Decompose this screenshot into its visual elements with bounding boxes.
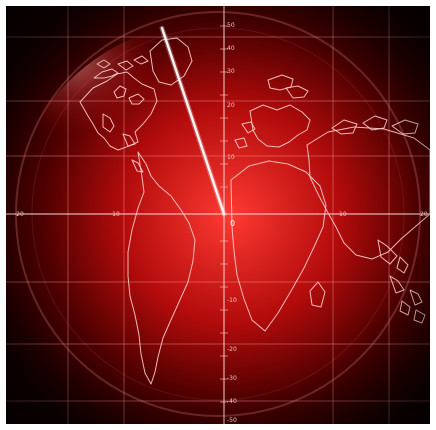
y-label-10: 10 [227, 154, 235, 161]
radar-svg: 50 40 30 20 10 -10 -20 -30 -40 -50 -20 -… [6, 6, 430, 424]
axis-labels: 50 40 30 20 10 -10 -20 -30 -40 -50 -20 -… [14, 22, 428, 424]
y-label-minus-20: -20 [227, 346, 237, 353]
y-label-20: 20 [227, 102, 235, 109]
y-label-minus-50: -50 [227, 417, 237, 424]
x-label-10: 10 [339, 211, 347, 218]
x-label-minus-20: -20 [14, 211, 24, 218]
y-label-minus-40: -40 [227, 398, 237, 405]
x-label-20: 20 [420, 211, 428, 218]
y-label-minus-10: -10 [227, 297, 237, 304]
origin-label: 0 [230, 219, 235, 228]
x-label-minus-10: -10 [110, 211, 120, 218]
y-label-40: 40 [227, 45, 235, 52]
y-label-minus-30: -30 [227, 375, 237, 382]
radar-vignette [6, 6, 430, 424]
y-label-50: 50 [227, 22, 235, 29]
y-label-30: 30 [227, 68, 235, 75]
radar-screen: 50 40 30 20 10 -10 -20 -30 -40 -50 -20 -… [6, 6, 430, 424]
